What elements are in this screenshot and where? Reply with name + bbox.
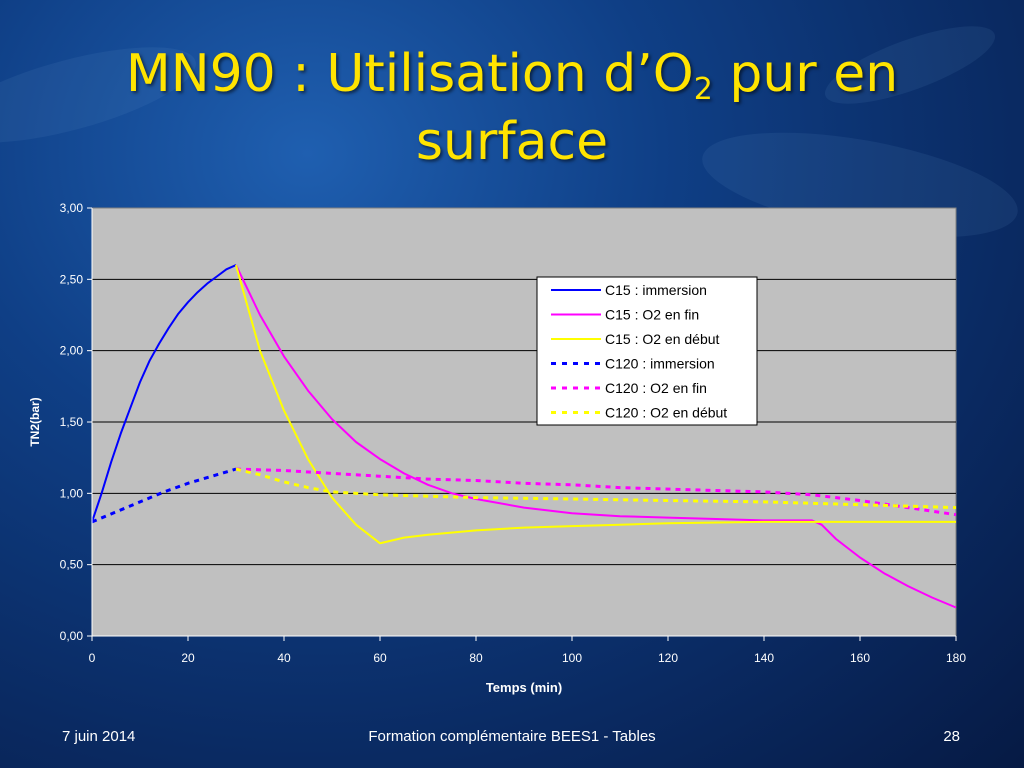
- y-tick-label: 0,00: [60, 629, 84, 643]
- y-axis-title: TN2(bar): [28, 397, 42, 446]
- slide-title-main: MN90 : Utilisation d’O: [125, 44, 694, 104]
- footer-date: 7 juin 2014: [62, 728, 136, 745]
- slide-title: MN90 : Utilisation d’O2 pur en surface: [40, 40, 984, 176]
- axes-layer: 0,00 0,50 1,00 1,50 2,00 2,50 3,00 0 20 40 60 80 100…: [60, 201, 967, 665]
- legend-label: C120 : immersion: [605, 356, 715, 372]
- x-tick-label: 80: [469, 651, 483, 665]
- legend: C15 : immersion C15 : O2 en fin C15 : O2 e…: [536, 276, 758, 426]
- legend-label: C15 : O2 en début: [605, 331, 720, 347]
- series-line: [235, 264, 957, 609]
- legend-label: C120 : O2 en fin: [605, 380, 707, 396]
- legend-box: [536, 276, 758, 426]
- x-tick-label: 180: [946, 651, 966, 665]
- x-tick-label: 120: [658, 651, 678, 665]
- x-tick-label: 40: [277, 651, 291, 665]
- x-tick-label: 0: [89, 651, 96, 665]
- series-line: [91, 264, 237, 523]
- x-tick-label: 20: [181, 651, 195, 665]
- grid-layer: [92, 278, 956, 566]
- legend-label: C120 : O2 en début: [605, 405, 727, 421]
- slide-title-subscript: 2: [693, 72, 713, 107]
- x-axis-title: Temps (min): [486, 680, 562, 695]
- x-tick-label: 140: [754, 651, 774, 665]
- series-line: [235, 264, 956, 545]
- y-tick-label: 2,50: [60, 272, 84, 286]
- x-tick-label: 160: [850, 651, 870, 665]
- y-tick-label: 1,00: [60, 486, 84, 500]
- legend-label: C15 : O2 en fin: [605, 307, 699, 323]
- series-line: [235, 467, 957, 510]
- footer-page-number: 28: [943, 728, 960, 745]
- y-tick-label: 1,50: [60, 415, 84, 429]
- slide-title-end: pur en surface: [415, 44, 899, 172]
- footer-center-text: Formation complémentaire BEES1 - Tables: [368, 728, 656, 745]
- y-tick-label: 0,50: [60, 558, 84, 572]
- y-tick-label: 3,00: [60, 201, 84, 215]
- x-tick-label: 60: [373, 651, 387, 665]
- series-line: [235, 467, 957, 517]
- x-tick-label: 100: [562, 651, 582, 665]
- y-tick-label: 2,00: [60, 344, 84, 358]
- legend-label: C15 : immersion: [605, 282, 707, 298]
- series-layer: [91, 264, 957, 609]
